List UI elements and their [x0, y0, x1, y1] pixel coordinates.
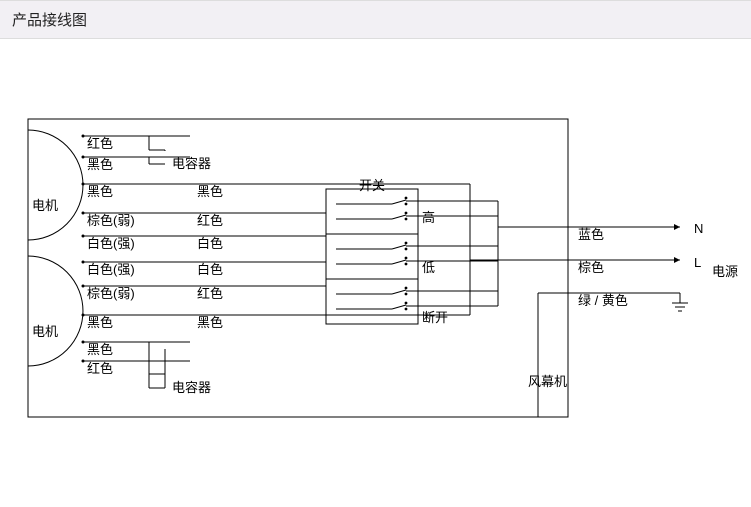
- wire-right-2: 棕色: [578, 257, 604, 276]
- motor-top-label: 电机: [32, 195, 58, 214]
- switch-title: 开关: [359, 175, 385, 194]
- wire-top-3-left: 黑色: [87, 181, 113, 200]
- motor-bottom-label: 电机: [32, 321, 58, 340]
- wire-bot-2-left: 棕色(弱): [87, 283, 135, 302]
- wire-top-2-left: 黑色: [87, 154, 113, 173]
- wire-bot-3-left: 黑色: [87, 312, 113, 331]
- switch-high: 高: [422, 207, 435, 226]
- wire-right-1: 蓝色: [578, 224, 604, 243]
- switch-off: 断开: [422, 307, 448, 326]
- wire-bot-2-mid: 红色: [197, 283, 223, 302]
- wire-top-4-left: 棕色(弱): [87, 210, 135, 229]
- wire-top-3-mid: 黑色: [197, 181, 223, 200]
- wire-bot-4-left: 黑色: [87, 339, 113, 358]
- wire-bot-5-left: 红色: [87, 358, 113, 377]
- wire-right-3: 绿 / 黄色: [578, 290, 628, 309]
- wire-top-5-left: 白色(强): [87, 233, 135, 252]
- power-label: 电源: [712, 261, 738, 280]
- wire-bot-3-mid: 黑色: [197, 312, 223, 331]
- wire-top-4-mid: 红色: [197, 210, 223, 229]
- wire-bot-1-mid: 白色: [197, 259, 223, 278]
- wire-top-5-mid: 白色: [197, 233, 223, 252]
- capacitor-top-label: 电容器: [172, 153, 211, 172]
- capacitor-bottom-label: 电容器: [172, 377, 211, 396]
- switch-low: 低: [422, 257, 435, 276]
- wire-top-1-left: 红色: [87, 133, 113, 152]
- air-curtain-label: 风幕机: [528, 371, 567, 390]
- title-bar: 产品接线图: [0, 0, 751, 39]
- wire-bot-1-left: 白色(强): [87, 259, 135, 278]
- page-title: 产品接线图: [12, 12, 87, 29]
- terminal-n: N: [694, 221, 703, 236]
- wiring-diagram: 电机 电机 电容器 电容器 开关 高 低 断开 风幕机 电源 N L 红色 黑色…: [0, 39, 751, 499]
- terminal-l: L: [694, 255, 701, 270]
